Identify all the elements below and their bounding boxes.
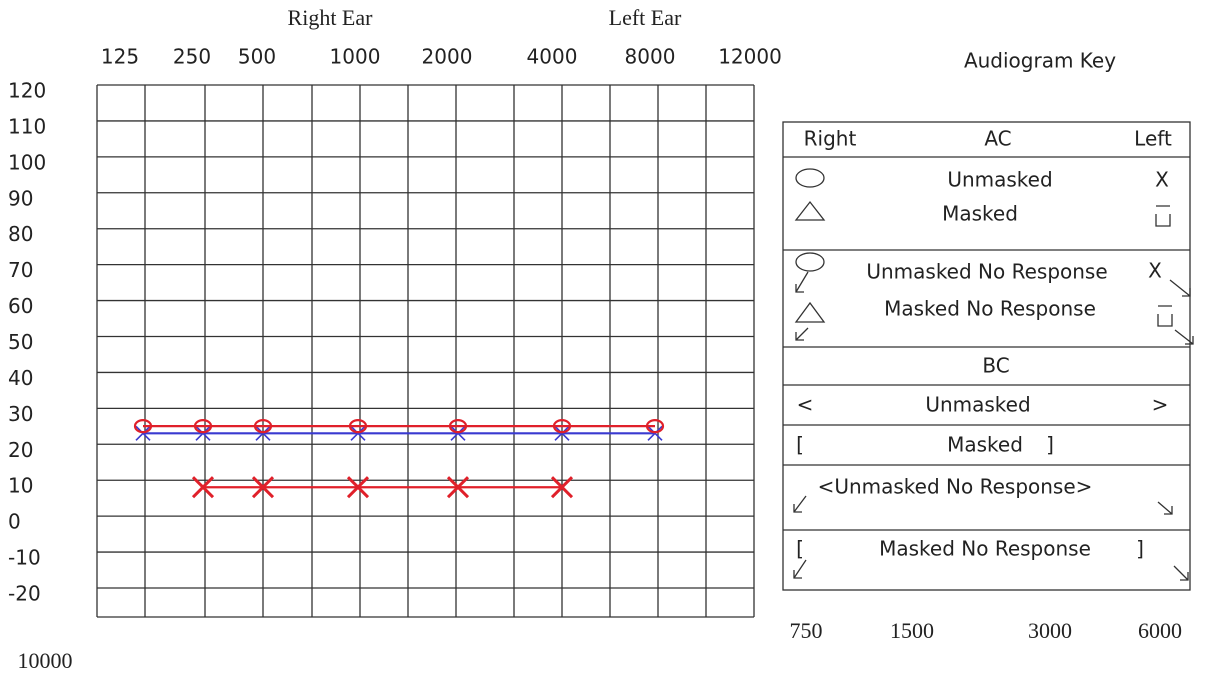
marker-stroke [550,476,574,499]
key-text: Unmasked No Response [866,260,1107,284]
marker-stroke [191,476,215,499]
symbol [794,200,826,221]
secondary-frequency: 1500 [890,618,934,643]
symbol [795,168,825,188]
marker-stroke [350,425,366,441]
marker-x [450,425,466,441]
key-text: [ [796,537,804,561]
marker-stroke [135,425,151,441]
marker-x [550,476,574,499]
marker-x [191,476,215,499]
secondary-frequency: 3000 [1028,618,1072,643]
key-text: <Unmasked No Response> [818,475,1093,499]
marker-x [251,476,275,499]
key-title: Audiogram Key [964,49,1116,73]
key-text: > [1152,393,1169,417]
x-tick-label: 500 [238,45,276,69]
y-tick-label: 110 [8,114,46,138]
key-text: X [1148,259,1162,283]
secondary-frequency: 6000 [1138,618,1182,643]
y-tick-label: 20 [8,438,33,462]
arrow [793,495,1173,515]
marker-stroke [255,425,271,441]
y-tick-label: 10 [8,474,33,498]
marker-circle [448,419,468,434]
key-text: ] [1136,537,1144,561]
arrow [793,559,1189,581]
key-text: Masked [947,433,1023,457]
symbol [1155,205,1171,227]
marker-stroke [195,425,211,441]
corner-label: 10000 [18,648,73,673]
marker-circle [645,419,665,434]
key-text: < [797,393,814,417]
x-tick-label: 8000 [625,45,676,69]
key-text: Right [804,127,857,151]
y-tick-label: 30 [8,402,33,426]
marker-x [346,476,370,499]
marker-x [350,425,366,441]
marker-circle [253,419,273,434]
x-tick-label: 250 [173,45,211,69]
key-text: [ [796,433,804,457]
x-tick-label: 125 [101,45,139,69]
marker-stroke [554,425,570,441]
marker-x [446,476,470,499]
left-ear-label: Left Ear [609,5,682,30]
y-tick-label: -10 [8,546,41,570]
key-text: Masked [942,202,1018,226]
arrow [1169,279,1191,297]
key-text: Left [1134,127,1172,151]
y-tick-label: 100 [8,150,46,174]
x-tick-label: 2000 [422,45,473,69]
y-tick-label: 120 [8,79,46,103]
symbol [795,252,825,272]
key-text: X [1155,168,1169,192]
key-text: Masked No Response [884,297,1096,321]
y-tick-label: 50 [8,330,33,354]
secondary-frequency: 750 [790,618,823,643]
arrow [795,271,809,293]
marker-stroke [446,476,470,499]
marker-circle [348,419,368,434]
y-tick-label: -20 [8,582,41,606]
key-text: Masked No Response [879,537,1091,561]
y-tick-label: 80 [8,222,33,246]
key-text: BC [982,354,1009,378]
x-tick-label: 4000 [527,45,578,69]
marker-x [135,425,151,441]
y-tick-label: 70 [8,258,33,282]
symbol [794,301,826,341]
key-text: Unmasked [947,168,1052,192]
x-tick-label: 12000 [718,45,782,69]
marker-x [554,425,570,441]
y-tick-label: 90 [8,186,33,210]
symbol [1157,305,1194,345]
marker-x [647,425,663,441]
key-text: Unmasked [925,393,1030,417]
marker-stroke [346,476,370,499]
marker-stroke [647,425,663,441]
marker-stroke [251,476,275,499]
x-tick-label: 1000 [330,45,381,69]
marker-x [195,425,211,441]
y-tick-label: 60 [8,294,33,318]
y-tick-label: 0 [8,510,21,534]
y-tick-label: 40 [8,366,33,390]
marker-stroke [450,425,466,441]
key-box [782,121,1191,591]
key-text: ] [1046,433,1054,457]
marker-x [255,425,271,441]
marker-circle [193,419,213,434]
marker-circle [133,419,153,434]
audiogram-key: Audiogram Key Right AC Left Unmasked X M… [782,49,1194,591]
marker-circle [552,419,572,434]
key-text: AC [984,127,1011,151]
right-ear-label: Right Ear [288,5,374,30]
